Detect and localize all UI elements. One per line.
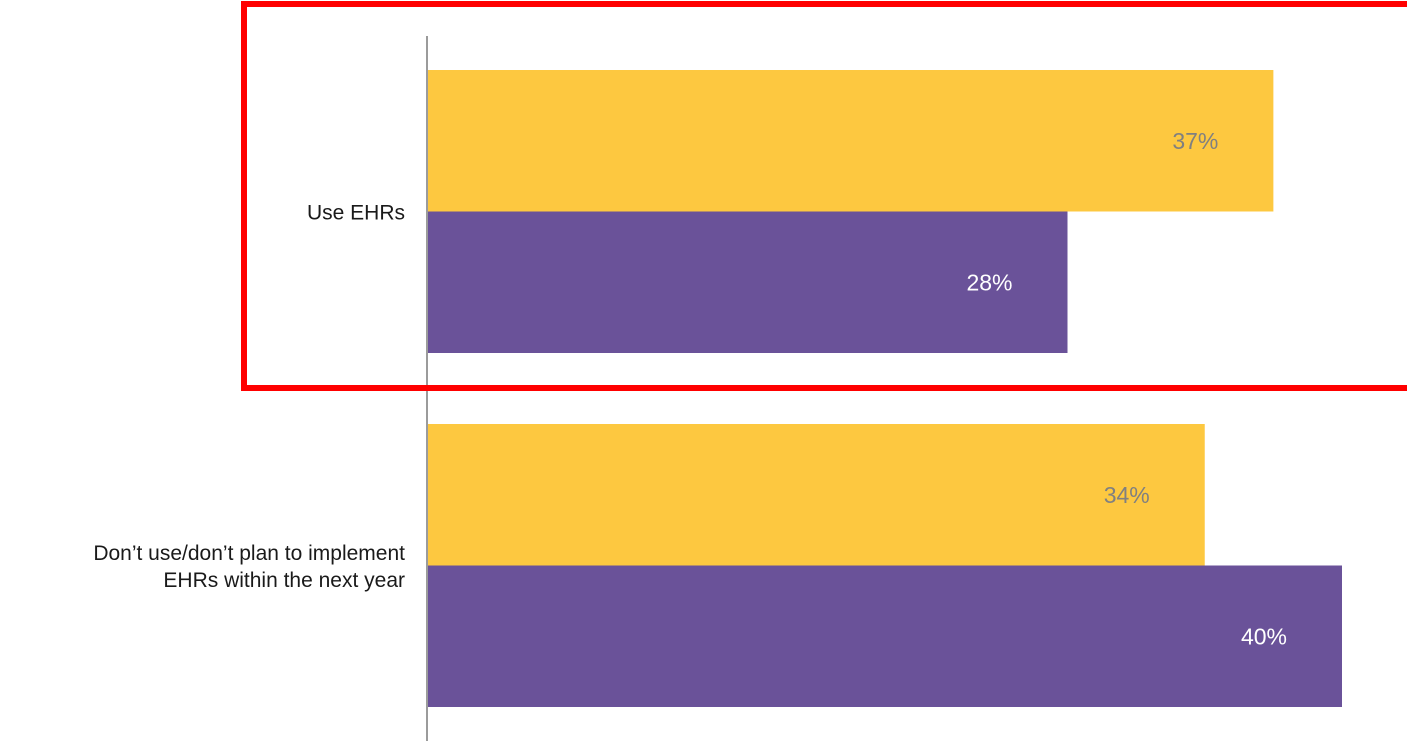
- data-label-series-2-cat-2: 40%: [1241, 623, 1287, 649]
- bar-series-2-cat-1: [427, 211, 1068, 353]
- bar-series-1-cat-2: [427, 424, 1205, 566]
- bar-series-2-cat-2: [427, 565, 1342, 707]
- bar-series-1-cat-1: [427, 70, 1274, 212]
- data-label-series-2-cat-1: 28%: [966, 269, 1012, 295]
- category-label-1: Use EHRs: [307, 202, 405, 225]
- category-label-2-line-1: Don’t use/don’t plan to implement: [93, 542, 405, 565]
- highlight-box: [241, 1, 1407, 391]
- data-label-series-1-cat-1: 37%: [1172, 128, 1218, 154]
- category-label-2-line-2: EHRs within the next year: [163, 569, 405, 592]
- data-label-series-1-cat-2: 34%: [1104, 482, 1150, 508]
